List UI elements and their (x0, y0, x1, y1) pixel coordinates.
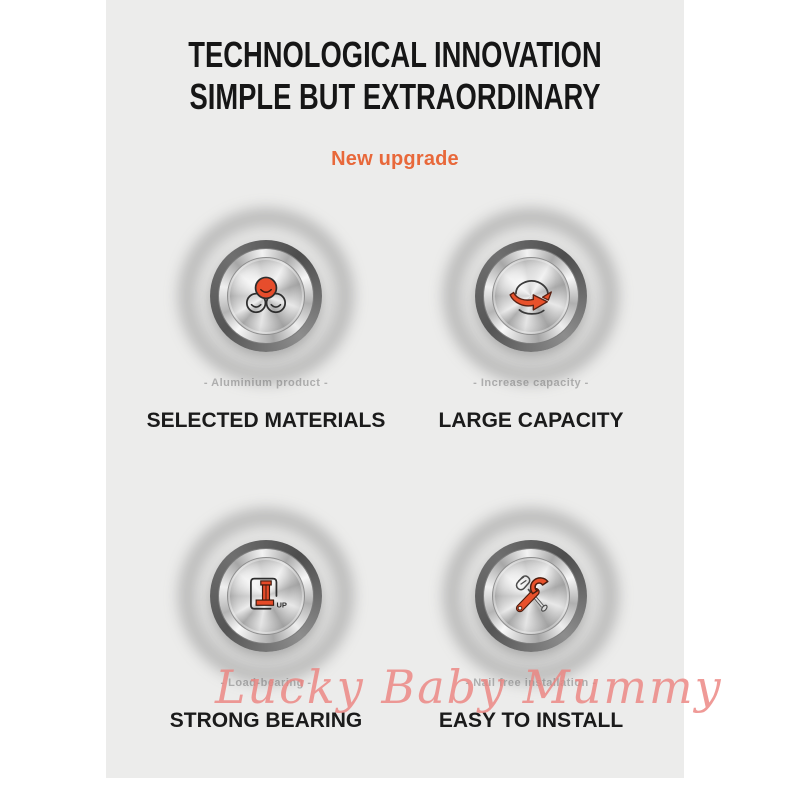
feature-label: LARGE CAPACITY (438, 409, 624, 432)
tools-icon (515, 575, 549, 613)
feature-easy-install: - Nail free installation - EASY TO INSTA… (381, 540, 681, 733)
metal-button (475, 540, 587, 652)
feature-strong-bearing: UP - Load-bearing - STRONG BEARING (116, 540, 416, 733)
metal-button: UP (210, 540, 322, 652)
up-text: UP (276, 601, 286, 610)
aluminium-balls-icon (245, 276, 287, 314)
feature-label: SELECTED MATERIALS (146, 409, 386, 432)
page-title: TECHNOLOGICAL INNOVATION SIMPLE BUT EXTR… (0, 34, 790, 118)
metal-button (210, 240, 322, 352)
feature-label: STRONG BEARING (169, 709, 363, 732)
feature-large-capacity: - Increase capacity - LARGE CAPACITY (381, 240, 681, 433)
title-line-2: SIMPLE BUT EXTRAORDINARY (189, 76, 601, 117)
feature-label: EASY TO INSTALL (438, 709, 624, 732)
rotate-capacity-icon (509, 280, 552, 315)
new-upgrade-label: New upgrade (331, 148, 459, 170)
metal-button (475, 240, 587, 352)
press-up-icon: UP (250, 577, 287, 610)
title-line-1: TECHNOLOGICAL INNOVATION (188, 34, 602, 75)
feature-selected-materials: - Aluminium product - SELECTED MATERIALS (116, 240, 416, 433)
